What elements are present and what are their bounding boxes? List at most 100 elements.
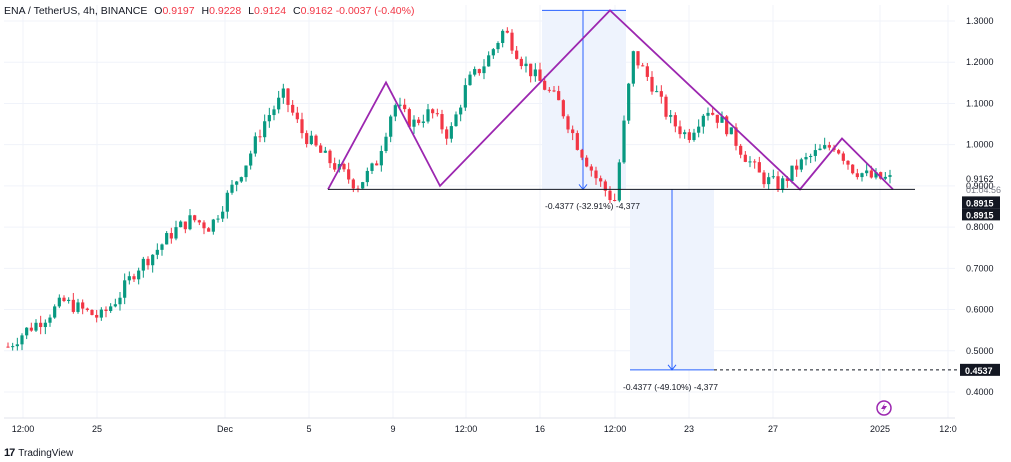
candle-body bbox=[230, 184, 234, 193]
candle-body bbox=[776, 176, 780, 190]
candle-body bbox=[627, 83, 631, 121]
candle-body bbox=[678, 126, 682, 135]
candle-body bbox=[711, 112, 715, 115]
candle-body bbox=[281, 88, 285, 98]
candle-body bbox=[757, 162, 761, 173]
candle-body bbox=[435, 113, 439, 115]
candle-body bbox=[501, 30, 505, 43]
candle-body bbox=[617, 162, 621, 201]
candle-body bbox=[393, 105, 397, 117]
candle-body bbox=[790, 165, 794, 181]
candle-body bbox=[417, 119, 421, 123]
head-shoulders-pattern bbox=[327, 9, 894, 191]
y-tick-label: 1.3000 bbox=[966, 16, 994, 26]
candle-body bbox=[692, 132, 696, 141]
candle-body bbox=[538, 69, 542, 81]
candle-body bbox=[85, 308, 89, 310]
candle-body bbox=[263, 121, 267, 138]
target-price-tag: 0.4537 bbox=[965, 366, 993, 376]
last-price-label: 0.9162 bbox=[966, 174, 994, 184]
candle-body bbox=[827, 145, 831, 148]
y-tick-label: 0.8000 bbox=[966, 222, 994, 232]
candle-body bbox=[174, 227, 178, 239]
candle-body bbox=[561, 100, 565, 117]
tradingview-logo-icon: 17 bbox=[4, 447, 15, 459]
candle-body bbox=[132, 276, 136, 280]
candle-body bbox=[398, 104, 402, 106]
close-value: 0.9162 bbox=[300, 5, 333, 17]
candle-body bbox=[179, 221, 183, 228]
high-value: 0.9228 bbox=[209, 5, 242, 17]
candle-body bbox=[71, 299, 75, 312]
y-tick-label: 1.0000 bbox=[966, 140, 994, 150]
candle-body bbox=[529, 63, 533, 77]
symbol-label: ENA / TetherUS, 4h, BINANCE bbox=[4, 5, 148, 17]
candle-body bbox=[477, 69, 481, 74]
candle-body bbox=[165, 233, 169, 245]
candle-body bbox=[883, 176, 887, 179]
candle-body bbox=[407, 109, 411, 127]
candle-body bbox=[631, 51, 635, 84]
candle-body bbox=[277, 97, 281, 110]
candle-body bbox=[753, 161, 757, 163]
candle-body bbox=[48, 317, 52, 323]
candle-body bbox=[333, 163, 337, 170]
candle-body bbox=[183, 221, 187, 230]
candle-body bbox=[487, 55, 491, 67]
candle-body bbox=[594, 170, 598, 179]
candle-body bbox=[655, 91, 659, 93]
candle-body bbox=[449, 126, 453, 139]
footer-brand[interactable]: 17 TradingView bbox=[4, 447, 73, 459]
candle-body bbox=[785, 178, 789, 181]
candle-body bbox=[860, 173, 864, 178]
candle-body bbox=[739, 145, 743, 155]
candle-body bbox=[566, 116, 570, 130]
candle-body bbox=[62, 297, 66, 302]
candle-body bbox=[370, 163, 374, 171]
open-label: O bbox=[154, 5, 163, 17]
grid bbox=[4, 5, 955, 418]
support-price-tag: 0.8915 bbox=[966, 198, 994, 208]
candle-body bbox=[580, 149, 584, 158]
candle-body bbox=[43, 322, 47, 328]
candle-body bbox=[687, 132, 691, 141]
measure-label-2: -0.4377 (-49.10%) -4,377 bbox=[623, 382, 718, 392]
candle-body bbox=[767, 177, 771, 185]
candle-body bbox=[734, 127, 738, 146]
candle-body bbox=[323, 150, 327, 153]
candle-body bbox=[225, 192, 229, 212]
candle-body bbox=[552, 90, 556, 92]
candle-body bbox=[258, 136, 262, 138]
candle-body bbox=[412, 119, 416, 127]
candle-body bbox=[841, 153, 845, 161]
axes: 1.3000 1.2000 1.1000 1.0000 0.9000 0.8000 0.70… bbox=[4, 16, 1001, 434]
low-value: 0.9124 bbox=[254, 5, 287, 17]
candle-body bbox=[57, 297, 61, 307]
candle-body bbox=[99, 309, 103, 318]
candle-body bbox=[846, 160, 850, 165]
x-tick-label: 9 bbox=[390, 424, 395, 434]
candle-body bbox=[379, 151, 383, 166]
pattern-lines bbox=[327, 9, 894, 191]
candle-body bbox=[253, 136, 257, 154]
candle-body bbox=[365, 170, 369, 183]
candle-body bbox=[888, 175, 892, 177]
candle-body bbox=[11, 346, 15, 348]
candle-body bbox=[235, 181, 239, 185]
candle-body bbox=[664, 96, 668, 117]
candle-body bbox=[491, 49, 495, 56]
candle-body bbox=[95, 314, 99, 318]
candle-body bbox=[473, 69, 477, 75]
candle-body bbox=[669, 115, 673, 117]
candle-body bbox=[421, 121, 425, 123]
x-tick-label: 16 bbox=[535, 424, 545, 434]
candle-body bbox=[613, 200, 617, 202]
candle-body bbox=[701, 115, 705, 127]
candle-body bbox=[809, 155, 813, 158]
lightning-icon[interactable] bbox=[876, 400, 892, 416]
candle-body bbox=[81, 302, 85, 309]
x-tick-label: 5 bbox=[306, 424, 311, 434]
candle-body bbox=[239, 177, 243, 182]
candle-body bbox=[6, 346, 10, 348]
